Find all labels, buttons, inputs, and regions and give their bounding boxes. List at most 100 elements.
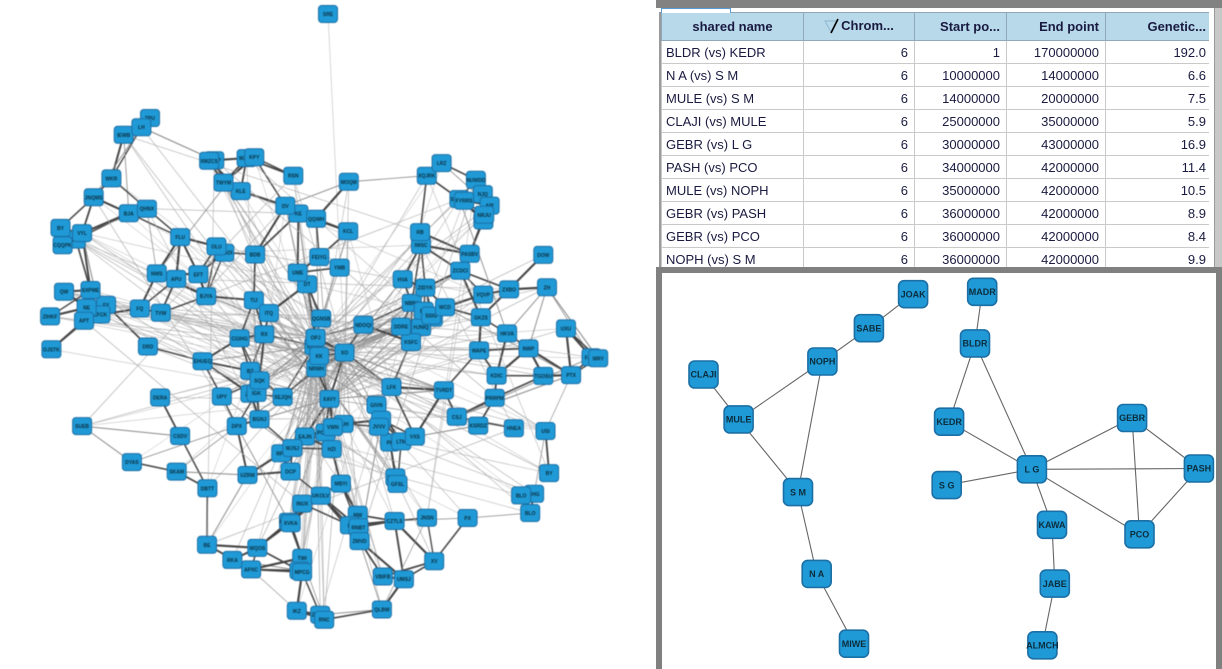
svg-text:WQOS: WQOS: [249, 546, 265, 552]
svg-text:VQVP: VQVP: [476, 293, 491, 299]
svg-text:VWN: VWN: [327, 425, 339, 431]
svg-text:XAVY: XAVY: [323, 397, 337, 403]
svg-text:QHNX: QHNX: [140, 207, 155, 213]
svg-text:RNC: RNC: [319, 618, 330, 624]
svg-text:RKA: RKA: [227, 558, 238, 564]
svg-text:RB: RB: [416, 230, 424, 236]
svg-text:OLU: OLU: [211, 244, 222, 250]
svg-text:FQ: FQ: [136, 307, 143, 313]
svg-text:UKOLV: UKOLV: [312, 494, 330, 500]
svg-text:TVW: TVW: [155, 311, 166, 317]
svg-text:GKZS: GKZS: [474, 315, 489, 321]
svg-text:GFSL: GFSL: [391, 482, 404, 488]
svg-text:DDRE: DDRE: [394, 325, 409, 331]
svg-text:IKZ: IKZ: [293, 609, 301, 615]
svg-text:CQQPK: CQQPK: [53, 243, 72, 249]
svg-text:QLBW: QLBW: [374, 608, 390, 614]
svg-text:IEWB: IEWB: [117, 133, 130, 139]
svg-text:DV: DV: [282, 204, 290, 210]
svg-text:APU: APU: [171, 277, 182, 283]
svg-text:INUX: INUX: [296, 502, 309, 508]
svg-text:JABE: JABE: [1043, 579, 1067, 589]
svg-text:XVKA: XVKA: [284, 521, 298, 527]
svg-text:APT: APT: [79, 319, 89, 325]
svg-text:PCO: PCO: [1130, 530, 1150, 540]
svg-text:GIVN: GIVN: [370, 403, 383, 409]
svg-text:KPY: KPY: [249, 155, 260, 161]
svg-text:LTM: LTM: [396, 439, 406, 445]
svg-text:S M: S M: [790, 487, 806, 497]
svg-text:VBIFB: VBIFB: [375, 575, 390, 581]
svg-text:BDB: BDB: [250, 253, 261, 259]
svg-text:SUEB: SUEB: [75, 424, 89, 430]
svg-text:BLO: BLO: [525, 511, 536, 517]
svg-text:L G: L G: [1024, 465, 1039, 475]
svg-text:KDIC: KDIC: [490, 374, 503, 380]
svg-text:HJNIQ: HJNIQ: [413, 325, 428, 331]
svg-text:BGNJ: BGNJ: [253, 417, 267, 423]
svg-text:LRZ: LRZ: [437, 161, 447, 167]
svg-text:OJSTK: OJSTK: [43, 347, 60, 353]
svg-text:MULE: MULE: [726, 415, 752, 425]
svg-text:GEBR: GEBR: [1119, 413, 1146, 423]
svg-text:NUWDD: NUWDD: [466, 178, 486, 184]
svg-text:BY: BY: [57, 226, 65, 232]
svg-text:QGNSB: QGNSB: [312, 317, 331, 323]
svg-text:SXPME: SXPME: [82, 288, 100, 294]
svg-text:ZH: ZH: [544, 285, 551, 291]
svg-text:NRWH: NRWH: [309, 366, 325, 372]
svg-text:IGK: IGK: [252, 391, 261, 397]
svg-text:HKVA: HKVA: [500, 331, 514, 337]
svg-text:PRRPM: PRRPM: [486, 396, 504, 402]
svg-text:QQWH: QQWH: [308, 217, 324, 223]
svg-text:EFT: EFT: [194, 272, 203, 278]
svg-text:DPX: DPX: [232, 424, 243, 430]
svg-text:MBYI: MBYI: [335, 482, 348, 488]
svg-text:DRD: DRD: [142, 345, 153, 351]
svg-text:WAPE: WAPE: [472, 348, 487, 354]
svg-text:KSRDZ: KSRDZ: [470, 424, 487, 430]
svg-text:UXU: UXU: [561, 326, 572, 332]
svg-text:EHUEQ: EHUEQ: [194, 359, 212, 365]
svg-text:HZI: HZI: [328, 447, 337, 453]
svg-text:DOW: DOW: [537, 253, 550, 259]
svg-text:JNSN: JNSN: [420, 516, 434, 522]
svg-text:LFK: LFK: [387, 385, 397, 391]
svg-text:NWP: NWP: [523, 346, 535, 352]
svg-text:WJSJ: WJSJ: [286, 446, 300, 452]
svg-text:KLE: KLE: [236, 189, 247, 195]
svg-text:NRJU: NRJU: [477, 213, 491, 219]
svg-text:IWSC: IWSC: [414, 243, 427, 249]
svg-text:ZIDYK: ZIDYK: [418, 286, 433, 292]
svg-text:FEIYG: FEIYG: [312, 255, 327, 261]
svg-text:HNEA: HNEA: [507, 426, 522, 432]
svg-text:ITQ: ITQ: [265, 311, 273, 317]
svg-text:SKAM: SKAM: [169, 470, 184, 476]
svg-text:CGIHG: CGIHG: [231, 336, 248, 342]
svg-text:ZMVD: ZMVD: [353, 539, 368, 545]
svg-text:CSDV: CSDV: [173, 434, 188, 440]
svg-text:TIJ: TIJ: [250, 298, 257, 304]
svg-text:RNBT: RNBT: [352, 525, 366, 531]
svg-text:XMZCS: XMZCS: [200, 159, 218, 165]
svg-text:RSN: RSN: [288, 174, 299, 180]
svg-text:TVRDT: TVRDT: [436, 388, 453, 394]
svg-text:YMB: YMB: [334, 266, 346, 272]
svg-text:XV: XV: [431, 559, 438, 565]
svg-text:SQK: SQK: [254, 378, 265, 384]
svg-text:BLO: BLO: [516, 493, 527, 499]
svg-text:JVVV: JVVV: [373, 425, 386, 431]
svg-text:XO: XO: [341, 351, 348, 357]
svg-text:KCL: KCL: [343, 229, 353, 235]
svg-text:NE: NE: [83, 306, 91, 312]
svg-text:DERA: DERA: [153, 396, 168, 402]
svg-text:ZIHKF: ZIHKF: [43, 314, 58, 320]
svg-text:KSFC: KSFC: [404, 340, 418, 346]
svg-text:MPCG: MPCG: [295, 570, 310, 576]
svg-text:CLAJI: CLAJI: [690, 370, 716, 380]
svg-text:LH: LH: [138, 125, 145, 131]
svg-text:S G: S G: [939, 480, 955, 490]
svg-text:ZCDCI: ZCDCI: [453, 269, 469, 275]
svg-text:SABE: SABE: [856, 323, 881, 333]
svg-text:TWI: TWI: [298, 556, 308, 562]
